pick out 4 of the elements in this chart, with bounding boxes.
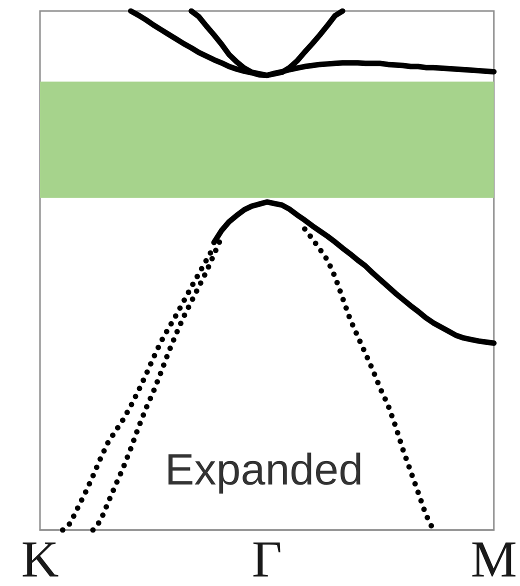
x-tick-label: M bbox=[470, 532, 518, 586]
x-tick-label: Γ bbox=[252, 532, 282, 586]
annotation: Expanded bbox=[164, 446, 364, 494]
x-tick-label: K bbox=[21, 532, 60, 586]
